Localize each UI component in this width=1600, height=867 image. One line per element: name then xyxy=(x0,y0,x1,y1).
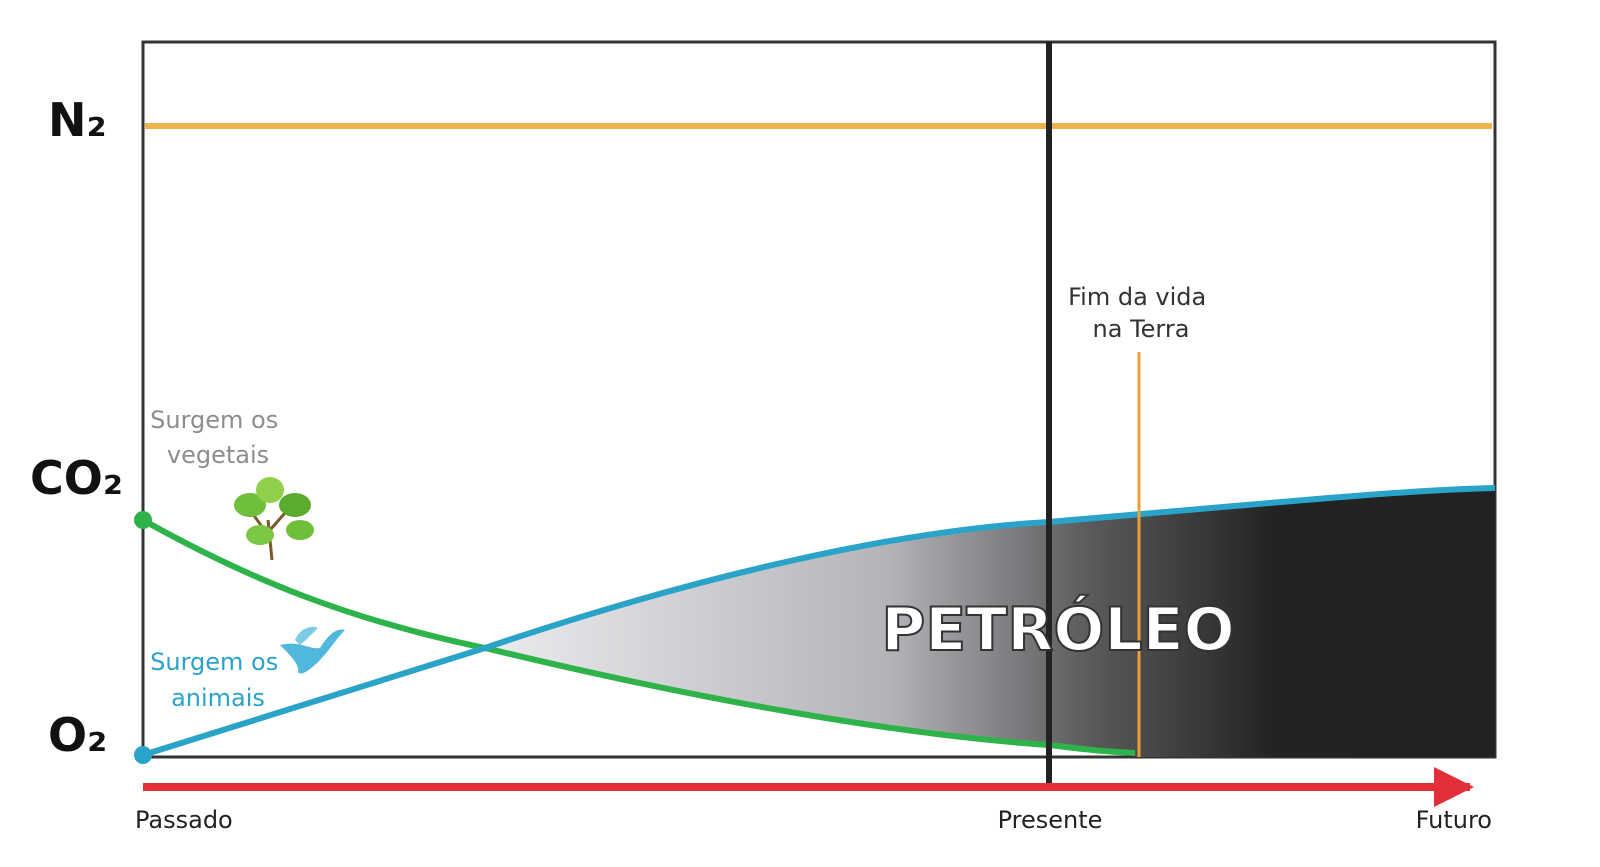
o2-label: O₂ xyxy=(48,708,107,762)
vegetais-label: Surgem os vegetais xyxy=(150,406,286,469)
plant-icon xyxy=(234,477,314,561)
o2-start xyxy=(134,511,152,529)
animais-label: Surgem os animais xyxy=(150,648,286,712)
bird-icon xyxy=(280,626,345,674)
co2-start xyxy=(134,746,152,764)
presente-label: Presente xyxy=(998,806,1103,834)
futuro-label: Futuro xyxy=(1416,806,1492,834)
co2-curve xyxy=(142,485,1496,758)
oil-area xyxy=(485,488,1495,757)
passado-label: Passado xyxy=(135,806,233,834)
co2-label: CO₂ xyxy=(30,451,123,505)
end-of-life-label: Fim da vida na Terra xyxy=(1068,283,1214,343)
petroleo-label: PETRÓLEO xyxy=(881,594,1234,665)
o2-curve xyxy=(141,517,1136,756)
n2-label: N₂ xyxy=(48,93,107,147)
frame xyxy=(141,40,1497,759)
